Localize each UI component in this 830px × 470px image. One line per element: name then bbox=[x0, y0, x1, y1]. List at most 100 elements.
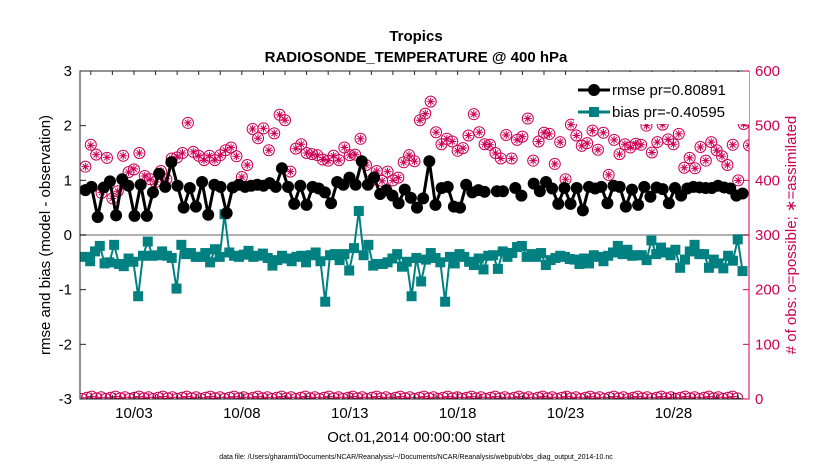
x-tick-label: 10/18 bbox=[439, 405, 477, 422]
legend: rmse pr=0.80891 bias pr=-0.40595 bbox=[574, 72, 749, 124]
rmse-point bbox=[86, 181, 98, 193]
bias-point bbox=[493, 264, 503, 274]
rmse-point bbox=[288, 198, 300, 210]
rmse-point bbox=[577, 204, 589, 216]
obs-assimilated-point bbox=[529, 157, 537, 165]
obs-assimilated-point bbox=[535, 138, 543, 146]
obs-assimilated-point bbox=[815, 166, 823, 174]
obs-assimilated-point bbox=[594, 146, 602, 154]
obs-assimilated-point bbox=[400, 158, 408, 166]
bias-point bbox=[138, 251, 148, 261]
x-tick-label: 10/23 bbox=[547, 405, 585, 422]
bias-point bbox=[728, 256, 738, 266]
obs-assimilated-point bbox=[821, 173, 829, 181]
obs-assimilated-point bbox=[308, 150, 316, 158]
legend-bias-label: bias pr=-0.40595 bbox=[612, 104, 725, 121]
obs-diagnostic-chart: Tropics RADIOSONDE_TEMPERATURE @ 400 hPa… bbox=[0, 0, 830, 470]
rmse-point bbox=[663, 197, 675, 209]
bias-point bbox=[411, 253, 421, 263]
bias-point bbox=[440, 297, 450, 307]
rmse-point bbox=[294, 180, 306, 192]
y-tick-label-right: 500 bbox=[755, 118, 780, 135]
x-tick-label: 10/08 bbox=[223, 405, 261, 422]
rmse-point bbox=[368, 172, 380, 184]
obs-assimilated-point bbox=[200, 156, 208, 164]
rmse-point bbox=[135, 179, 147, 191]
obs-assimilated-point bbox=[524, 115, 532, 123]
bias-point bbox=[646, 235, 656, 245]
rmse-point bbox=[657, 183, 669, 195]
obs-assimilated-point bbox=[189, 148, 197, 156]
obs-assimilated-point bbox=[826, 141, 830, 149]
bias-point bbox=[200, 248, 210, 258]
bias-point bbox=[517, 241, 527, 251]
obs-assimilated-point bbox=[599, 129, 607, 137]
obs-assimilated-point bbox=[767, 142, 775, 150]
x-axis-label: Oct.01,2014 00:00:00 start bbox=[327, 429, 505, 446]
obs-assimilated-point bbox=[799, 183, 807, 191]
y-tick-label-right: 0 bbox=[755, 391, 763, 408]
obs-assimilated-point bbox=[545, 130, 553, 138]
rmse-point bbox=[221, 207, 233, 219]
obs-possible-point bbox=[819, 171, 830, 182]
rmse-point bbox=[276, 162, 288, 174]
y-tick-label-left: -3 bbox=[59, 391, 72, 408]
bias-point bbox=[738, 266, 748, 276]
obs-assimilated-point bbox=[804, 166, 812, 174]
y-tick-label-right: 100 bbox=[755, 336, 780, 353]
rmse-point bbox=[178, 202, 190, 214]
bias-point bbox=[733, 234, 743, 244]
obs-assimilated-point bbox=[135, 149, 143, 157]
rmse-point bbox=[479, 186, 491, 198]
legend-rmse-label: rmse pr=0.80891 bbox=[612, 82, 726, 99]
rmse-point bbox=[172, 180, 184, 192]
chart-title: Tropics bbox=[389, 28, 442, 45]
bias-point bbox=[349, 243, 359, 253]
obs-assimilated-point bbox=[405, 151, 413, 159]
rmse-point bbox=[104, 175, 116, 187]
bias-point bbox=[320, 297, 330, 307]
obs-assimilated-point bbox=[562, 175, 570, 183]
obs-assimilated-point bbox=[281, 116, 289, 124]
y-axis-label-right: # of obs: o=possible; ∗=assimilated bbox=[783, 116, 800, 355]
rmse-point bbox=[497, 185, 509, 197]
obs-assimilated-point bbox=[653, 138, 661, 146]
y-tick-label-left: -1 bbox=[59, 282, 72, 299]
bias-point bbox=[143, 237, 153, 247]
bias-point bbox=[536, 248, 546, 258]
obs-assimilated-point bbox=[680, 164, 688, 172]
obs-assimilated-point bbox=[313, 151, 321, 159]
rmse-point bbox=[595, 181, 607, 193]
obs-assimilated-point bbox=[292, 145, 300, 153]
x-tick-label: 10/03 bbox=[115, 405, 153, 422]
chart-subtitle: RADIOSONDE_TEMPERATURE @ 400 hPa bbox=[265, 49, 568, 66]
bias-point bbox=[488, 250, 498, 260]
legend-rmse-marker bbox=[588, 84, 600, 96]
bias-point bbox=[311, 247, 321, 257]
rmse-point bbox=[601, 197, 613, 209]
obs-possible-point bbox=[749, 134, 760, 145]
bias-point bbox=[718, 263, 728, 273]
rmse-point bbox=[325, 197, 337, 209]
obs-assimilated-point bbox=[103, 153, 111, 161]
obs-assimilated-point bbox=[502, 131, 510, 139]
rmse-point bbox=[196, 176, 208, 188]
obs-assimilated-point bbox=[232, 152, 240, 160]
rmse-point bbox=[129, 210, 141, 222]
obs-assimilated-point bbox=[556, 138, 564, 146]
rmse-point bbox=[165, 156, 177, 168]
rmse-point bbox=[442, 181, 454, 193]
rmse-point bbox=[300, 199, 312, 211]
obs-assimilated-point bbox=[432, 128, 440, 136]
obs-assimilated-point bbox=[626, 144, 634, 152]
rmse-point bbox=[515, 190, 527, 202]
obs-assimilated-point bbox=[249, 125, 257, 133]
obs-assimilated-point bbox=[384, 168, 392, 176]
rmse-point bbox=[184, 182, 196, 194]
obs-assimilated-point bbox=[427, 98, 435, 106]
rmse-point bbox=[620, 201, 632, 213]
obs-assimilated-point bbox=[92, 151, 100, 159]
obs-assimilated-point bbox=[87, 141, 95, 149]
bias-point bbox=[407, 291, 417, 301]
obs-assimilated-point bbox=[265, 146, 273, 154]
